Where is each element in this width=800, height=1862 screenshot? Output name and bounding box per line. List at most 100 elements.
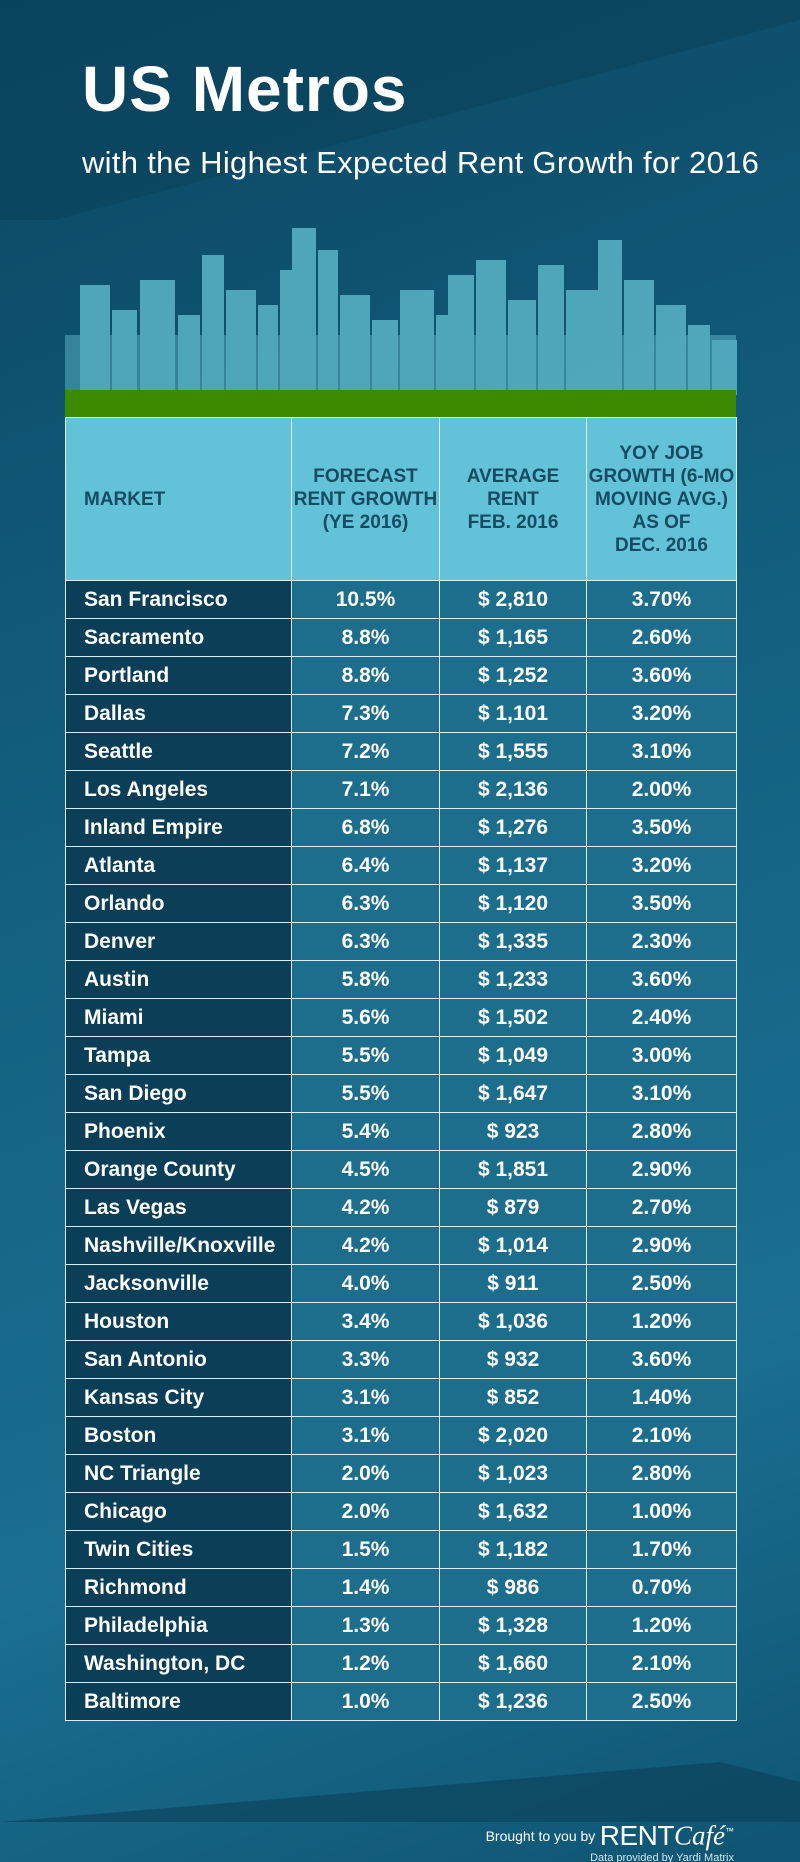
header-line: AVERAGE — [466, 465, 560, 487]
value-cell: 8.8% — [291, 618, 440, 657]
value-cell: $ 1,276 — [439, 808, 587, 847]
value-cell: 1.20% — [586, 1302, 737, 1341]
value-cell: 6.8% — [291, 808, 440, 847]
subtitle: with the Highest Expected Rent Growth fo… — [82, 145, 760, 180]
bottom-decor — [0, 1762, 800, 1822]
market-cell: Los Angeles — [65, 770, 292, 809]
skyline — [65, 228, 737, 417]
market-cell: Boston — [65, 1416, 292, 1455]
market-cell: Austin — [65, 960, 292, 999]
value-cell: 3.60% — [586, 1340, 737, 1379]
value-cell: 3.3% — [291, 1340, 440, 1379]
value-cell: $ 1,036 — [439, 1302, 587, 1341]
table-row: Denver 6.3% $ 1,335 2.30% — [65, 922, 737, 961]
value-cell: 3.20% — [586, 694, 737, 733]
value-cell: $ 1,049 — [439, 1036, 587, 1075]
table-row: San Diego 5.5% $ 1,647 3.10% — [65, 1074, 737, 1113]
table-row: Portland 8.8% $ 1,252 3.60% — [65, 656, 737, 695]
column-header: MARKET — [65, 417, 292, 581]
value-cell: $ 923 — [439, 1112, 587, 1151]
table-row: Jacksonville 4.0% $ 911 2.50% — [65, 1264, 737, 1303]
market-cell: Baltimore — [65, 1682, 292, 1721]
value-cell: $ 1,236 — [439, 1682, 587, 1721]
table-row: NC Triangle 2.0% $ 1,023 2.80% — [65, 1454, 737, 1493]
value-cell: 1.00% — [586, 1492, 737, 1531]
value-cell: 6.3% — [291, 884, 440, 923]
value-cell: $ 1,182 — [439, 1530, 587, 1569]
header-line: FORECAST — [313, 465, 418, 487]
footer: Brought to you by RENTCafé™ Data provide… — [486, 1820, 734, 1862]
market-cell: NC Triangle — [65, 1454, 292, 1493]
table-row: Miami 5.6% $ 1,502 2.40% — [65, 998, 737, 1037]
value-cell: $ 1,851 — [439, 1150, 587, 1189]
value-cell: 2.0% — [291, 1454, 440, 1493]
value-cell: 3.60% — [586, 960, 737, 999]
header-line: MOVING AVG.) — [595, 488, 728, 510]
value-cell: 2.00% — [586, 770, 737, 809]
value-cell: 3.70% — [586, 580, 737, 619]
value-cell: 2.80% — [586, 1454, 737, 1493]
value-cell: $ 1,502 — [439, 998, 587, 1037]
table-row: Washington, DC 1.2% $ 1,660 2.10% — [65, 1644, 737, 1683]
market-cell: Portland — [65, 656, 292, 695]
value-cell: 3.10% — [586, 1074, 737, 1113]
value-cell: $ 852 — [439, 1378, 587, 1417]
header-line: GROWTH (6-MO — [588, 465, 735, 487]
value-cell: 3.00% — [586, 1036, 737, 1075]
value-cell: 10.5% — [291, 580, 440, 619]
table-row: Seattle 7.2% $ 1,555 3.10% — [65, 732, 737, 771]
rent-table: MARKET FORECAST RENT GROWTH (YE 2016) AVERAG… — [65, 417, 737, 1721]
value-cell: 4.0% — [291, 1264, 440, 1303]
value-cell: $ 1,165 — [439, 618, 587, 657]
value-cell: $ 1,014 — [439, 1226, 587, 1265]
trademark: ™ — [725, 1825, 734, 1836]
market-cell: San Antonio — [65, 1340, 292, 1379]
value-cell: 2.50% — [586, 1264, 737, 1303]
value-cell: $ 1,555 — [439, 732, 587, 771]
market-cell: San Diego — [65, 1074, 292, 1113]
market-cell: Orange County — [65, 1150, 292, 1189]
value-cell: 1.0% — [291, 1682, 440, 1721]
value-cell: 4.5% — [291, 1150, 440, 1189]
value-cell: $ 1,252 — [439, 656, 587, 695]
market-cell: Jacksonville — [65, 1264, 292, 1303]
value-cell: $ 2,810 — [439, 580, 587, 619]
value-cell: 2.80% — [586, 1112, 737, 1151]
value-cell: 2.50% — [586, 1682, 737, 1721]
market-cell: Orlando — [65, 884, 292, 923]
value-cell: 1.2% — [291, 1644, 440, 1683]
header-line: YOY JOB — [619, 442, 704, 464]
value-cell: 4.2% — [291, 1226, 440, 1265]
table-row: Chicago 2.0% $ 1,632 1.00% — [65, 1492, 737, 1531]
table-row: Houston 3.4% $ 1,036 1.20% — [65, 1302, 737, 1341]
header-line: FEB. 2016 — [467, 511, 559, 533]
value-cell: 1.4% — [291, 1568, 440, 1607]
value-cell: 2.0% — [291, 1492, 440, 1531]
table-row: Phoenix 5.4% $ 923 2.80% — [65, 1112, 737, 1151]
value-cell: 1.40% — [586, 1378, 737, 1417]
value-cell: 2.10% — [586, 1644, 737, 1683]
brought-by: Brought to you by — [485, 1828, 596, 1844]
value-cell: 7.3% — [291, 694, 440, 733]
value-cell: 3.50% — [586, 808, 737, 847]
value-cell: 3.60% — [586, 656, 737, 695]
table-row: Twin Cities 1.5% $ 1,182 1.70% — [65, 1530, 737, 1569]
table-row: Orange County 4.5% $ 1,851 2.90% — [65, 1150, 737, 1189]
market-cell: Nashville/Knoxville — [65, 1226, 292, 1265]
value-cell: 3.10% — [586, 732, 737, 771]
credit: Data provided by Yardi Matrix — [590, 1852, 734, 1862]
table-row: San Antonio 3.3% $ 932 3.60% — [65, 1340, 737, 1379]
market-cell: Dallas — [65, 694, 292, 733]
market-cell: Seattle — [65, 732, 292, 771]
value-cell: $ 911 — [439, 1264, 587, 1303]
table-row: Boston 3.1% $ 2,020 2.10% — [65, 1416, 737, 1455]
value-cell: 1.5% — [291, 1530, 440, 1569]
value-cell: 5.8% — [291, 960, 440, 999]
value-cell: 2.90% — [586, 1226, 737, 1265]
value-cell: 3.50% — [586, 884, 737, 923]
title: US Metros — [82, 53, 408, 125]
header-line: (YE 2016) — [322, 511, 409, 533]
value-cell: $ 1,335 — [439, 922, 587, 961]
table-row: Las Vegas 4.2% $ 879 2.70% — [65, 1188, 737, 1227]
